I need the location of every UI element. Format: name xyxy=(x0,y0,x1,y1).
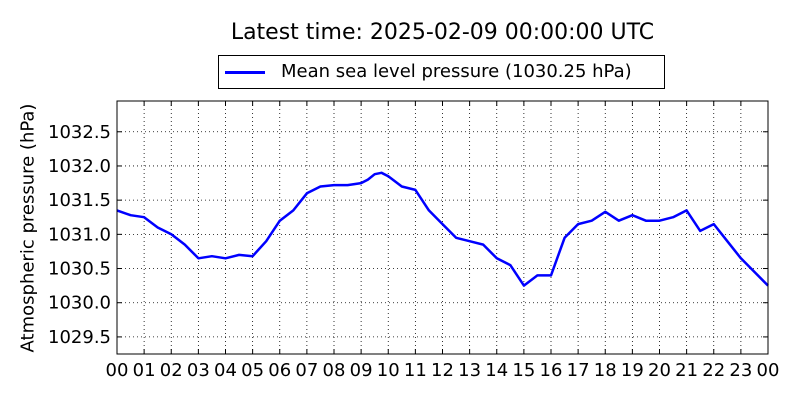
x-tick-label: 00 xyxy=(106,360,129,381)
y-tick-label: 1031.5 xyxy=(48,190,111,211)
x-tick-label: 11 xyxy=(404,360,427,381)
x-tick-label: 16 xyxy=(540,360,563,381)
y-axis-label: Atmospheric pressure (hPa) xyxy=(17,103,39,353)
legend-swatch xyxy=(225,71,265,74)
x-tick-label: 20 xyxy=(648,360,671,381)
legend-label: Mean sea level pressure (1030.25 hPa) xyxy=(281,61,632,82)
x-tick-label: 12 xyxy=(431,360,454,381)
x-tick-label: 05 xyxy=(241,360,264,381)
x-tick-label: 14 xyxy=(485,360,508,381)
x-tick-label: 15 xyxy=(512,360,535,381)
legend: Mean sea level pressure (1030.25 hPa) xyxy=(218,55,665,89)
x-tick-label: 00 xyxy=(757,360,780,381)
y-tick-label: 1031.0 xyxy=(48,224,111,245)
x-tick-label: 07 xyxy=(295,360,318,381)
y-tick-label: 1030.5 xyxy=(48,259,111,280)
x-tick-label: 17 xyxy=(567,360,590,381)
x-tick-label: 19 xyxy=(621,360,644,381)
x-tick-label: 01 xyxy=(133,360,156,381)
y-tick-label: 1030.0 xyxy=(48,293,111,314)
x-tick-label: 06 xyxy=(268,360,291,381)
x-tick-label: 08 xyxy=(323,360,346,381)
x-tick-label: 18 xyxy=(594,360,617,381)
x-tick-label: 23 xyxy=(729,360,752,381)
x-tick-label: 09 xyxy=(350,360,373,381)
y-tick-label: 1032.5 xyxy=(48,122,111,143)
plot-frame xyxy=(116,100,769,355)
x-tick-label: 13 xyxy=(458,360,481,381)
x-tick-label: 04 xyxy=(214,360,237,381)
y-tick-label: 1032.0 xyxy=(48,156,111,177)
x-tick-label: 02 xyxy=(160,360,183,381)
y-tick-label: 1029.5 xyxy=(48,327,111,348)
x-tick-label: 21 xyxy=(675,360,698,381)
x-tick-label: 03 xyxy=(187,360,210,381)
series-line xyxy=(116,171,769,287)
chart-title: Latest time: 2025-02-09 00:00:00 UTC xyxy=(230,20,655,45)
x-tick-label: 22 xyxy=(702,360,725,381)
x-tick-label: 10 xyxy=(377,360,400,381)
